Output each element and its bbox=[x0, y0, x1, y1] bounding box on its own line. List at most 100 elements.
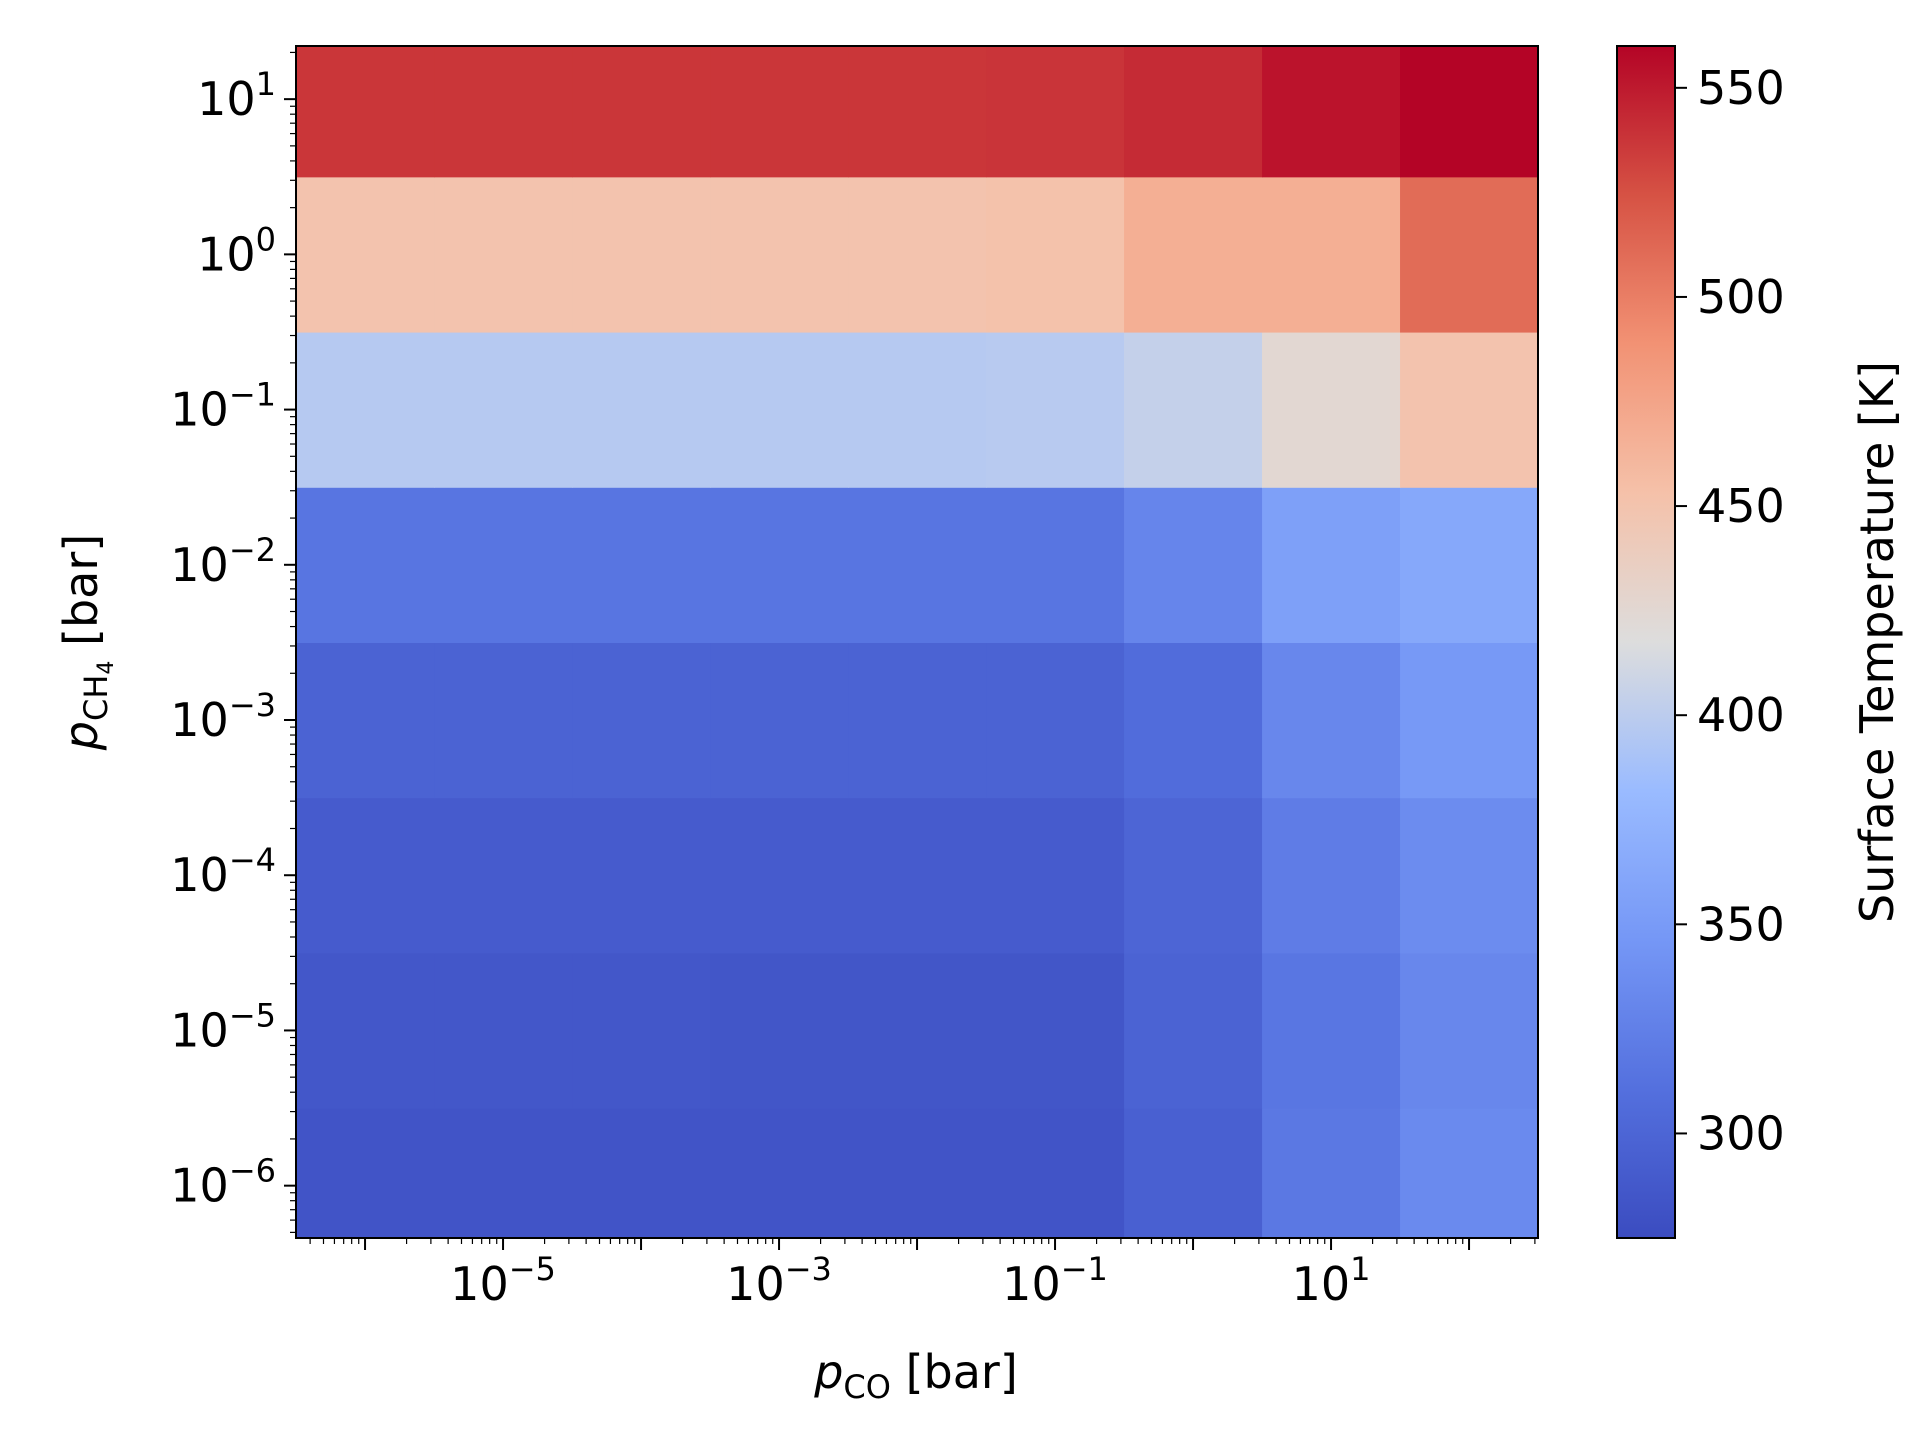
heatmap-cell bbox=[848, 952, 987, 1109]
x-tick-label: 10−3 bbox=[726, 1250, 832, 1311]
heatmap-cell bbox=[1124, 1108, 1263, 1239]
heatmap-cell bbox=[1400, 487, 1539, 644]
x-tick-label: 10−1 bbox=[1002, 1250, 1108, 1311]
colorbar-tick-label: 350 bbox=[1697, 897, 1785, 951]
heatmap-cell bbox=[1400, 1108, 1539, 1239]
heatmap-cell bbox=[572, 176, 711, 333]
heatmap-cell bbox=[710, 46, 849, 178]
x-axis-label-unit: [bar] bbox=[891, 1345, 1018, 1399]
heatmap-cell bbox=[986, 176, 1125, 333]
colorbar-tick-label: 450 bbox=[1697, 479, 1785, 533]
heatmap-cell bbox=[296, 331, 435, 488]
colorbar-tick-label: 400 bbox=[1697, 688, 1785, 742]
heatmap-cell bbox=[986, 1108, 1125, 1239]
heatmap-cell bbox=[986, 331, 1125, 488]
heatmap-cell bbox=[986, 952, 1125, 1109]
x-axis-ticks: 10−5 10−3 10−1 101 bbox=[309, 1238, 1536, 1311]
heatmap-cell bbox=[434, 331, 573, 488]
heatmap-cell bbox=[296, 46, 435, 178]
heatmap-cell bbox=[710, 642, 849, 799]
y-axis-label-subscript: CH bbox=[77, 675, 115, 721]
heatmap-cell bbox=[848, 176, 987, 333]
heatmap-cell bbox=[1400, 797, 1539, 954]
heatmap-cell bbox=[710, 487, 849, 644]
heatmap-cell bbox=[1400, 331, 1539, 488]
heatmap-cell bbox=[296, 797, 435, 954]
heatmap-cell bbox=[848, 1108, 987, 1239]
heatmap-cell bbox=[1262, 952, 1401, 1109]
colorbar bbox=[1616, 45, 1676, 1239]
heatmap-cell bbox=[1400, 642, 1539, 799]
heatmap-cell bbox=[1262, 46, 1401, 178]
heatmap-cell bbox=[572, 797, 711, 954]
heatmap-cell bbox=[1400, 46, 1539, 178]
heatmap-cell bbox=[1262, 487, 1401, 644]
heatmap-cell bbox=[572, 331, 711, 488]
y-tick-label: 10−1 bbox=[170, 376, 276, 437]
svg-text:pCH4 [bar]: pCH4 [bar] bbox=[54, 534, 119, 751]
heatmap-cell bbox=[1262, 642, 1401, 799]
colorbar-ticks: 300 350 400 450 500 550 bbox=[1675, 61, 1785, 1160]
svg-text:pCO [bar]: pCO [bar] bbox=[813, 1345, 1018, 1406]
heatmap-cell bbox=[296, 642, 435, 799]
y-axis-label: pCH4 [bar] bbox=[54, 534, 119, 751]
heatmap-cell bbox=[434, 1108, 573, 1239]
heatmap-cell bbox=[1400, 952, 1539, 1109]
colorbar-tick-label: 300 bbox=[1697, 1106, 1785, 1160]
x-axis-label-subscript: CO bbox=[843, 1368, 891, 1406]
y-tick-label: 10−3 bbox=[170, 686, 276, 747]
heatmap-cell bbox=[572, 487, 711, 644]
heatmap-cell bbox=[434, 46, 573, 178]
heatmap-cell bbox=[1262, 176, 1401, 333]
heatmap-cell bbox=[710, 1108, 849, 1239]
heatmap-cell bbox=[296, 1108, 435, 1239]
heatmap-cell bbox=[572, 1108, 711, 1239]
y-tick-label: 101 bbox=[197, 65, 276, 126]
heatmap-cell bbox=[848, 642, 987, 799]
heatmap-cell bbox=[986, 46, 1125, 178]
heatmap-cell bbox=[848, 487, 987, 644]
heatmap-cell bbox=[986, 797, 1125, 954]
heatmap-cell bbox=[1124, 331, 1263, 488]
y-axis-label-symbol: p bbox=[54, 721, 108, 751]
heatmap-cell bbox=[848, 797, 987, 954]
heatmap-cell bbox=[1124, 797, 1263, 954]
x-axis-label: pCO [bar] bbox=[813, 1345, 1018, 1406]
heatmap-cell bbox=[434, 176, 573, 333]
heatmap-cell bbox=[572, 952, 711, 1109]
y-tick-label: 10−6 bbox=[170, 1152, 276, 1213]
colorbar-label: Surface Temperature [K] bbox=[1850, 361, 1904, 923]
colorbar-tick-label: 550 bbox=[1697, 61, 1785, 115]
heatmap-cells bbox=[296, 46, 1539, 1239]
heatmap-cell bbox=[848, 46, 987, 178]
heatmap-cell bbox=[986, 642, 1125, 799]
y-axis-label-unit: [bar] bbox=[54, 534, 108, 661]
y-axis-label-subsubscript: 4 bbox=[94, 661, 119, 675]
heatmap-cell bbox=[710, 952, 849, 1109]
heatmap-cell bbox=[1262, 331, 1401, 488]
heatmap-cell bbox=[1124, 46, 1263, 178]
heatmap-cell bbox=[986, 487, 1125, 644]
heatmap-cell bbox=[1262, 1108, 1401, 1239]
heatmap-cell bbox=[1124, 952, 1263, 1109]
y-tick-label: 100 bbox=[197, 220, 276, 281]
heatmap-cell bbox=[710, 176, 849, 333]
colorbar-tick-label: 500 bbox=[1697, 270, 1785, 324]
x-tick-label: 101 bbox=[1292, 1250, 1371, 1311]
heatmap-cell bbox=[1124, 487, 1263, 644]
y-axis-ticks: 10−6 10−5 10−4 10−3 10−2 10−1 100 101 bbox=[170, 51, 296, 1233]
heatmap-cell bbox=[848, 331, 987, 488]
x-axis-label-symbol: p bbox=[813, 1345, 843, 1399]
heatmap-cell bbox=[1124, 642, 1263, 799]
heatmap-cell bbox=[572, 46, 711, 178]
x-tick-label: 10−5 bbox=[450, 1250, 556, 1311]
heatmap-cell bbox=[1124, 176, 1263, 333]
heatmap-cell bbox=[1262, 797, 1401, 954]
heatmap-cell bbox=[572, 642, 711, 799]
heatmap-cell bbox=[296, 176, 435, 333]
heatmap-cell bbox=[296, 952, 435, 1109]
y-tick-label: 10−5 bbox=[170, 996, 276, 1057]
heatmap-cell bbox=[1400, 176, 1539, 333]
y-tick-label: 10−4 bbox=[170, 841, 276, 902]
